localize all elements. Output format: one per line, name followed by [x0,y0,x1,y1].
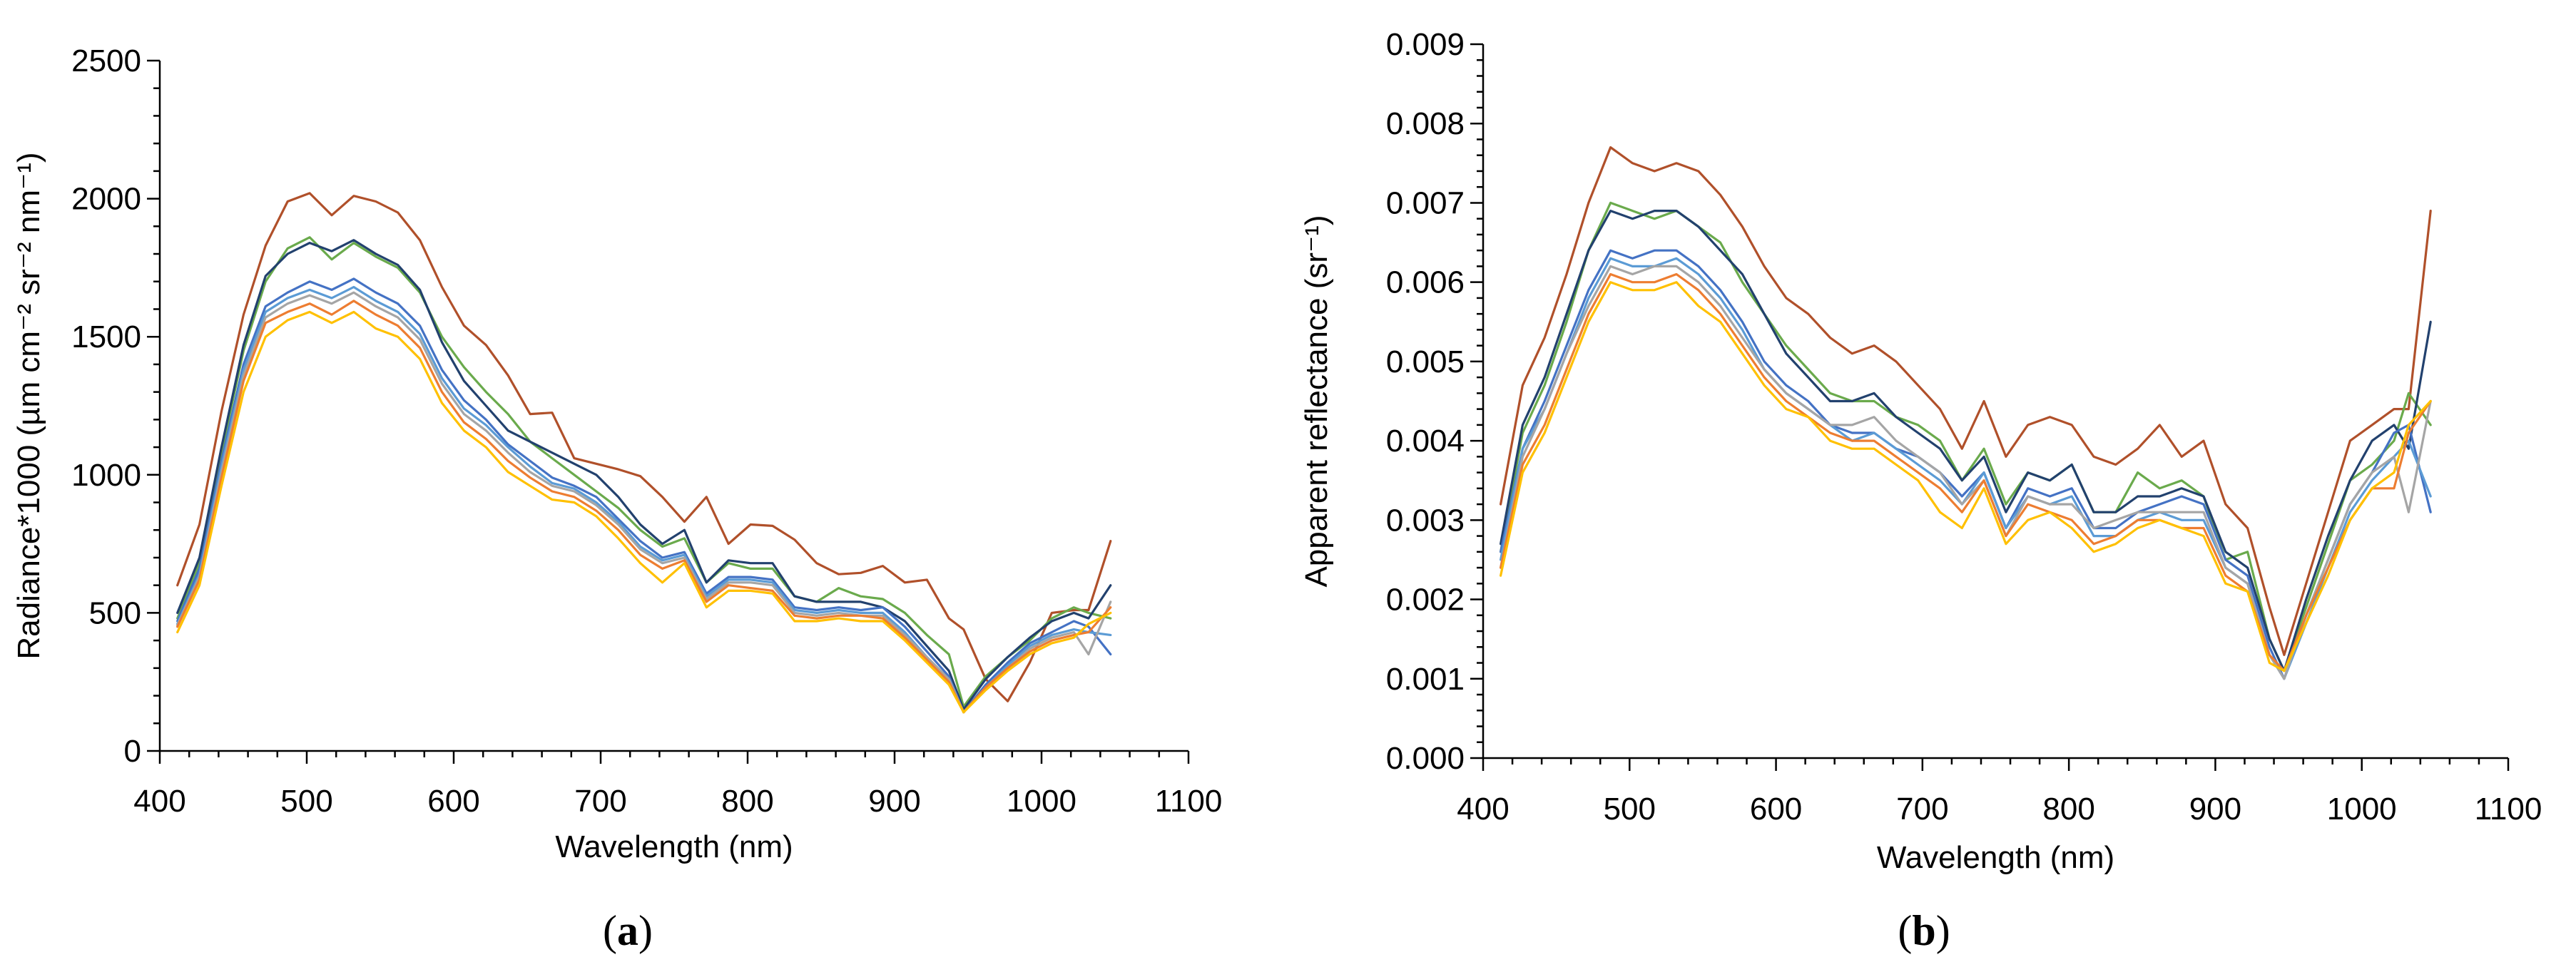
chart-a-y-tick-label: 1000 [71,458,141,493]
chart-a-y-tick-label: 2500 [71,44,141,78]
chart-b-y-tick-label: 0.006 [1386,265,1465,300]
chart-b-x-tick-label: 600 [1750,792,1802,827]
chart-b-y-tick-label: 0.000 [1386,741,1465,776]
chart-b-y-tick-label: 0.001 [1386,662,1465,697]
chart-a-x-tick-label: 500 [280,784,332,819]
chart-b-panel-label: (b) [1898,907,1950,954]
chart-a-x-tick-label: 1000 [1007,784,1076,819]
chart-b-y-axis-title: Apparent reflectance (sr⁻¹) [1299,215,1334,587]
chart-a-series-lightblue [176,285,1112,714]
chart-a-series-navy [176,239,1112,711]
chart-b-x-ticks: 400 500 600 700 800 900 1000 1100 [1457,758,2542,827]
chart-a-x-tick-label: 900 [868,784,920,819]
chart-a-series-yellow [176,310,1112,714]
chart-b-x-tick-label: 700 [1896,792,1948,827]
chart-b-x-tick-label: 900 [2189,792,2241,827]
chart-b-series-yellow [1500,281,2432,672]
chart-a: 0 500 1000 1500 2000 2500 400 500 600 700 800 900 1… [11,44,1222,954]
chart-b-series-brown [1500,146,2432,657]
chart-a-y-tick-label: 2000 [71,182,141,217]
chart-b-x-tick-label: 1100 [2475,792,2542,827]
chart-a-y-ticks: 0 500 1000 1500 2000 2500 [71,44,160,769]
chart-b-y-tick-label: 0.005 [1386,344,1465,379]
chart-b-series-navy [1500,210,2432,672]
chart-a-x-tick-label: 600 [427,784,479,819]
chart-b-series-blue [1500,249,2432,680]
chart-a-x-ticks: 400 500 600 700 800 900 1000 1100 [133,751,1222,819]
chart-b-x-tick-label: 500 [1604,792,1656,827]
chart-a-panel-letter: a [617,907,638,954]
chart-a-x-tick-label: 700 [574,784,626,819]
chart-b-y-tick-label: 0.002 [1386,583,1465,618]
chart-a-x-tick-label: 800 [721,784,773,819]
chart-b-x-tick-label: 800 [2042,792,2094,827]
chart-a-y-tick-label: 1500 [71,319,141,354]
chart-b-x-tick-label: 1000 [2327,792,2397,827]
chart-b-series-green [1500,201,2432,672]
chart-b-y-tick-label: 0.004 [1386,424,1465,459]
chart-b-x-axis-title: Wavelength (nm) [1877,840,2114,875]
chart-b-panel-letter: b [1912,907,1935,954]
chart-a-series-brown [176,192,1112,702]
chart-b-series-gray [1500,265,2432,680]
chart-b-y-tick-label: 0.009 [1386,27,1465,62]
chart-a-x-axis-title: Wavelength (nm) [555,829,793,864]
chart-a-y-tick-label: 0 [124,734,141,769]
chart-a-x-tick-label: 400 [133,784,185,819]
chart-a-y-tick-label: 500 [89,595,141,630]
chart-b-y-ticks: 0.000 0.001 0.002 0.003 0.004 0.005 0.006 0.007… [1386,27,1483,776]
chart-b: 0.000 0.001 0.002 0.003 0.004 0.005 0.006 0.007… [1299,27,2542,954]
chart-a-series-green [176,236,1112,708]
chart-a-plot-area [176,192,1112,714]
chart-a-axes [158,61,1188,752]
chart-b-y-tick-label: 0.007 [1386,185,1465,220]
chart-a-panel-label: (a) [603,907,653,954]
chart-b-y-tick-label: 0.008 [1386,106,1465,141]
chart-a-x-tick-label: 1100 [1155,784,1223,819]
chart-b-plot-area [1500,146,2432,680]
chart-b-axes [1482,44,2508,759]
chart-b-y-tick-label: 0.003 [1386,503,1465,538]
chart-b-series-lightblue [1500,257,2432,680]
chart-a-series-orange [176,300,1112,714]
chart-a-y-axis-title: Radiance*1000 (µm cm⁻² sr⁻² nm⁻¹) [11,152,46,659]
chart-b-x-tick-label: 400 [1457,792,1509,827]
chart-b-series-orange [1500,272,2432,672]
chart-a-series-gray [176,291,1112,714]
